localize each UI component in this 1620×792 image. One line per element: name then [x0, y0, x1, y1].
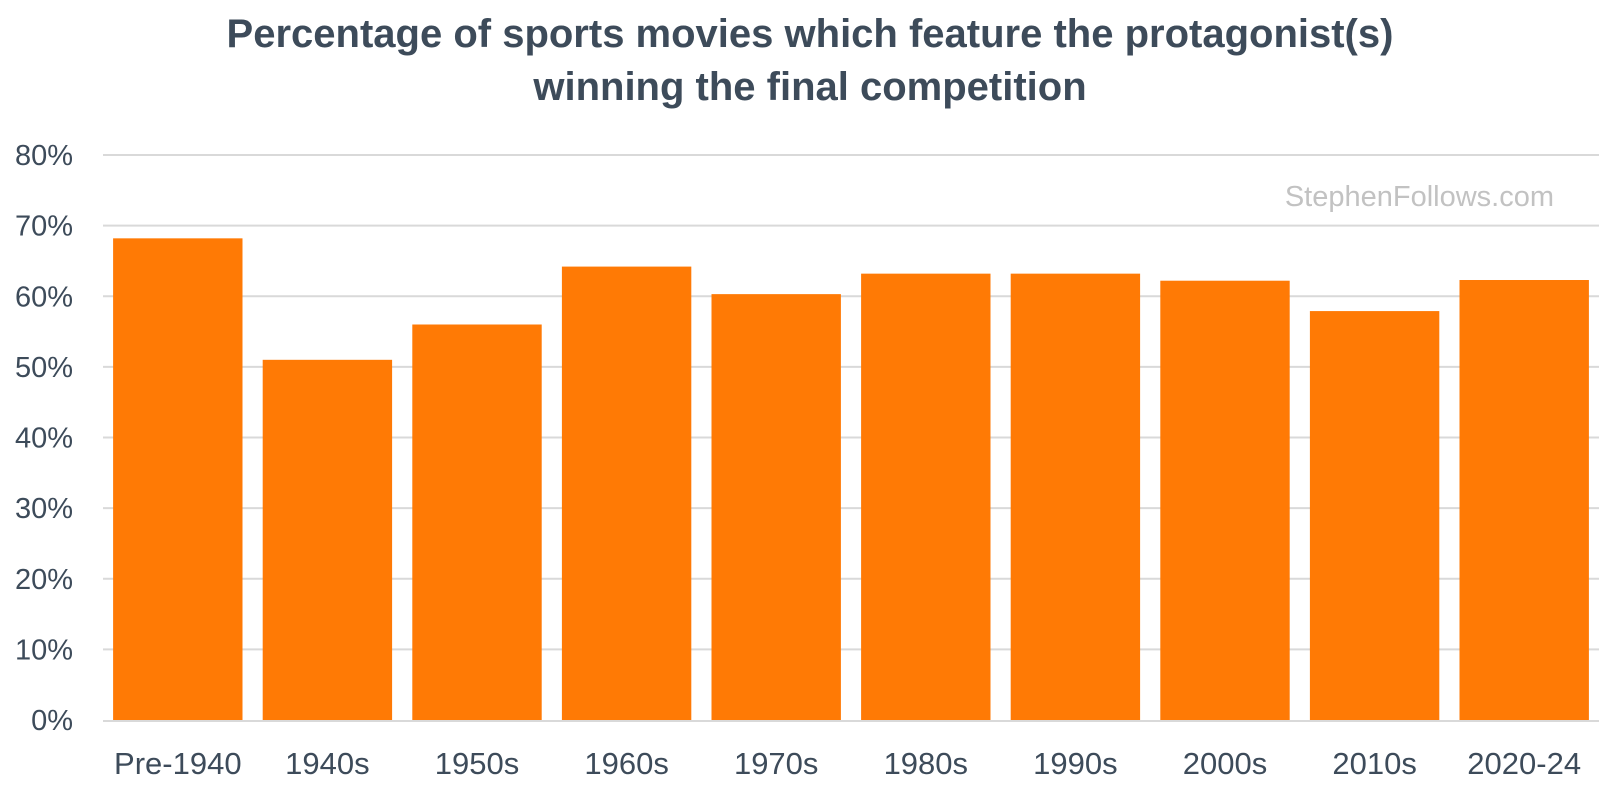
x-tick-label: Pre-1940 [114, 746, 242, 781]
y-axis: 0% 10% 20% 30% 40% 50% 60% 70% 80% [15, 140, 73, 737]
bar [1160, 280, 1290, 720]
y-tick-label: 50% [15, 352, 73, 384]
bar [711, 294, 841, 720]
y-tick-label: 0% [31, 705, 73, 737]
x-tick-label: 2020-24 [1467, 746, 1581, 781]
chart-title-line-2: winning the final competition [533, 65, 1087, 109]
y-tick-label: 70% [15, 211, 73, 243]
bar [861, 273, 991, 720]
y-tick-label: 80% [15, 140, 73, 172]
bar [1459, 280, 1589, 720]
bar [1010, 273, 1141, 720]
x-tick-label: 1980s [884, 746, 968, 781]
chart-title: Percentage of sports movies which featur… [0, 8, 1620, 114]
bar [262, 359, 393, 720]
x-tick-label: 1940s [285, 746, 369, 781]
bar [113, 238, 243, 720]
y-tick-label: 10% [15, 634, 73, 666]
x-tick-label: 1990s [1033, 746, 1117, 781]
bars [113, 238, 1589, 720]
x-tick-label: 2000s [1183, 746, 1267, 781]
y-tick-label: 30% [15, 493, 73, 525]
y-tick-label: 20% [15, 564, 73, 596]
x-tick-label: 1960s [584, 746, 668, 781]
x-tick-label: 1950s [435, 746, 519, 781]
y-tick-label: 40% [15, 423, 73, 455]
bar [1309, 311, 1440, 720]
bar [561, 266, 692, 720]
x-tick-label: 1970s [734, 746, 818, 781]
watermark: StephenFollows.com [1285, 181, 1554, 213]
chart-title-line-1: Percentage of sports movies which featur… [226, 12, 1394, 56]
bar [412, 324, 542, 720]
y-tick-label: 60% [15, 281, 73, 313]
x-tick-label: 2010s [1332, 746, 1416, 781]
x-axis: Pre-1940 1940s 1950s 1960s 1970s 1980s 1990s 20… [103, 720, 1599, 781]
